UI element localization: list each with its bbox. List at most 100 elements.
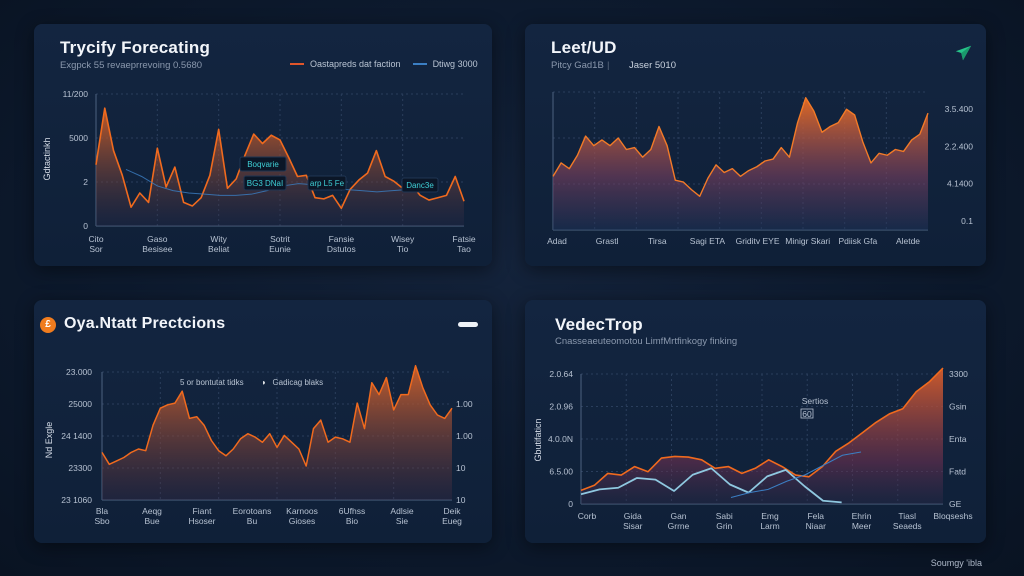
send-arrow-icon[interactable] xyxy=(954,44,972,62)
annotation-box xyxy=(800,408,814,419)
x-tick-label: Gioses xyxy=(289,516,315,526)
forecasting-panel: Trycify Forecating Exgpck 55 revaeprrevo… xyxy=(34,24,492,266)
panel-subtitle-left: Pitcy Gad1B xyxy=(551,60,604,71)
y-tick-label: 4.1400 xyxy=(947,179,973,189)
x-tick-label: Hsoser xyxy=(189,516,216,526)
x-tick-label: Fela xyxy=(807,511,824,521)
chart-legend: 5 or bontutat tidks ◗ Gadicag blaks xyxy=(180,378,323,387)
panel-subtitle-right: Jaser 5010 xyxy=(629,60,677,71)
x-tick-label: Tio xyxy=(397,244,409,254)
y-tick-label: 25000 xyxy=(68,399,92,409)
x-tick-label: Sotrit xyxy=(270,234,290,244)
y-tick-label: 23 1060 xyxy=(61,495,92,505)
x-tick-label: Minigr Skari xyxy=(785,236,830,246)
coin-icon: £ xyxy=(40,317,56,333)
chart-legend: Oastapreds dat faction Dtiwg 3000 xyxy=(290,59,478,69)
x-tick-label: Larm xyxy=(760,521,779,531)
subtitle-divider: | xyxy=(607,60,610,71)
x-tick-label: Grrne xyxy=(668,521,690,531)
y-tick-label-right: 1.00 xyxy=(456,399,473,409)
forecast-series-line xyxy=(580,367,944,492)
x-tick-label: Bloqseshs xyxy=(933,511,972,521)
vedectrop-panel: VedecTrop Cnasseaeuteomotou LimfMrtfinko… xyxy=(525,300,986,543)
x-tick-label: Gan xyxy=(670,511,686,521)
y-tick-label-right: 3300 xyxy=(949,369,968,379)
legend-label[interactable]: Gadicag blaks xyxy=(272,378,324,387)
annotation-box xyxy=(401,177,439,193)
y-tick-label: 5000 xyxy=(69,133,88,143)
x-tick-label: Meer xyxy=(852,521,872,531)
y-tick-label: 2.0.96 xyxy=(549,402,573,412)
annotation-label: arp L5 Fe xyxy=(310,179,345,188)
x-tick-label: Aletde xyxy=(896,236,920,246)
y-tick-label: 2.2.400 xyxy=(945,141,974,151)
x-tick-label: Sbo xyxy=(94,516,109,526)
panel-title: Trycify Forecating xyxy=(60,38,211,57)
x-tick-label: Adlsie xyxy=(390,506,413,516)
y-tick-label: 3.5.400 xyxy=(945,104,974,114)
x-tick-label: Cito xyxy=(88,234,103,244)
y-tick-label: 4.0.0N xyxy=(548,434,573,444)
x-tick-label: 6Ufhss xyxy=(339,506,365,516)
y-tick-label-right: Fatd xyxy=(949,467,966,477)
x-tick-label: Sagi ETA xyxy=(690,236,726,246)
y-tick-label: 6.5.00 xyxy=(549,467,573,477)
annotation-box xyxy=(307,175,347,191)
legend-label[interactable]: Oastapreds dat faction xyxy=(310,59,401,69)
predictions-chart: 23.000 25000 24 1400 23300 23 1060 1.00 1.00 10… xyxy=(44,364,473,526)
x-tick-label: Bla xyxy=(96,506,109,516)
forecast-series-area xyxy=(581,368,943,504)
x-tick-label: Eorotoans xyxy=(233,506,272,516)
panel-title: Oya.Ntatt Prectcions xyxy=(64,315,226,332)
x-tick-label: Dstutos xyxy=(327,244,356,254)
forecast-chart: 11/200 5000 2 0 Gdtactinkh Boqvarie BG3 DNaI ar… xyxy=(42,89,476,254)
x-tick-label: Bue xyxy=(144,516,159,526)
y-tick-label: 24 1400 xyxy=(61,431,92,441)
x-tick-label: Gida xyxy=(624,511,642,521)
x-tick-label: Fatsie xyxy=(452,234,475,244)
y-tick-label: 0.1 xyxy=(961,216,973,226)
x-tick-label: Grin xyxy=(716,521,732,531)
annotation-box xyxy=(243,175,287,191)
y-tick-label: 23.000 xyxy=(66,367,92,377)
annotation-box xyxy=(239,156,287,172)
y-axis-label: Gbutifaticn xyxy=(533,418,543,461)
minimize-button[interactable] xyxy=(458,322,478,327)
y-tick-label: 2 xyxy=(83,177,88,187)
x-tick-label: Grastl xyxy=(596,236,619,246)
y-tick-label-right: GE xyxy=(949,499,962,509)
x-tick-label: Pdiisk Gfa xyxy=(838,236,877,246)
x-tick-label: Aeqg xyxy=(142,506,162,516)
y-tick-label: 0 xyxy=(568,499,573,509)
x-tick-label: Sabi xyxy=(716,511,733,521)
y-axis-label: Nd Exgle xyxy=(44,422,54,459)
y-tick-label: 2.0.64 xyxy=(549,369,573,379)
y-tick-label-right: Enta xyxy=(949,434,967,444)
leet-ud-series-area xyxy=(553,97,928,230)
leet-ud-series-line xyxy=(552,97,929,197)
x-tick-label: Gaso xyxy=(147,234,168,244)
predictions-series-line xyxy=(101,364,453,467)
annotation-label: Danc3e xyxy=(406,181,434,190)
observed-series-line xyxy=(580,467,842,504)
legend-label[interactable]: 5 or bontutat tidks xyxy=(180,378,244,387)
annotation-value: 60 xyxy=(802,409,812,419)
y-tick-label-right: 10 xyxy=(456,495,466,505)
panel-title: VedecTrop xyxy=(555,315,643,334)
predictions-panel: £ Oya.Ntatt Prectcions 5 or bontutat tid… xyxy=(34,300,492,543)
x-tick-label: Sisar xyxy=(623,521,643,531)
x-tick-label: Sor xyxy=(89,244,102,254)
x-tick-label: Wisey xyxy=(391,234,415,244)
x-tick-label: Corb xyxy=(578,511,597,521)
footer-label: Soumgy 'ibla xyxy=(930,558,982,568)
x-tick-label: Emg xyxy=(761,511,779,521)
x-tick-label: Karnoos xyxy=(286,506,318,516)
legend-swatch-forecast xyxy=(290,63,304,65)
legend-marker-icon: ◗ xyxy=(261,378,267,387)
y-tick-label-right: 10 xyxy=(456,463,466,473)
x-tick-label: Ehrin xyxy=(852,511,872,521)
panel-title: Leet/UD xyxy=(551,38,617,57)
legend-label[interactable]: Dtiwg 3000 xyxy=(432,59,478,69)
x-tick-label: Tao xyxy=(457,244,471,254)
x-tick-label: Niaar xyxy=(806,521,826,531)
